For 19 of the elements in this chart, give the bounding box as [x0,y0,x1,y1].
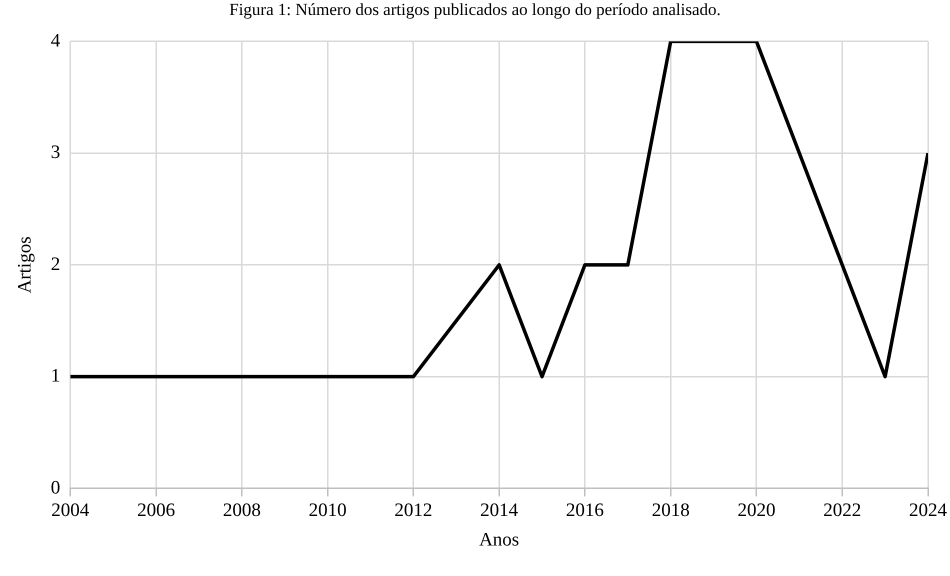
x-tick-label: 2018 [652,500,690,521]
x-tick-label: 2016 [566,500,604,521]
x-tick-label: 2022 [823,500,862,521]
y-tick-label: 0 [50,477,60,498]
y-tick-label: 4 [50,30,61,52]
y-tick-label: 1 [50,366,60,387]
x-tick-label: 2008 [222,500,261,521]
chart-title: Figura 1: Número dos artigos publicados ao longo do período analisado. [228,0,722,20]
y-axis-title: Artigos [14,236,36,294]
x-tick-label: 2020 [737,500,776,521]
x-tick-label: 2004 [51,500,90,521]
x-tick-label: 2014 [480,500,519,521]
x-tick-label: 2024 [909,500,948,521]
y-tick-label: 2 [50,254,60,275]
y-tick-label: 3 [50,142,60,164]
x-tick-label: 2010 [308,500,347,521]
x-axis-title: Anos [479,530,520,551]
x-tick-label: 2006 [137,500,176,521]
x-tick-label: 2012 [394,500,432,521]
